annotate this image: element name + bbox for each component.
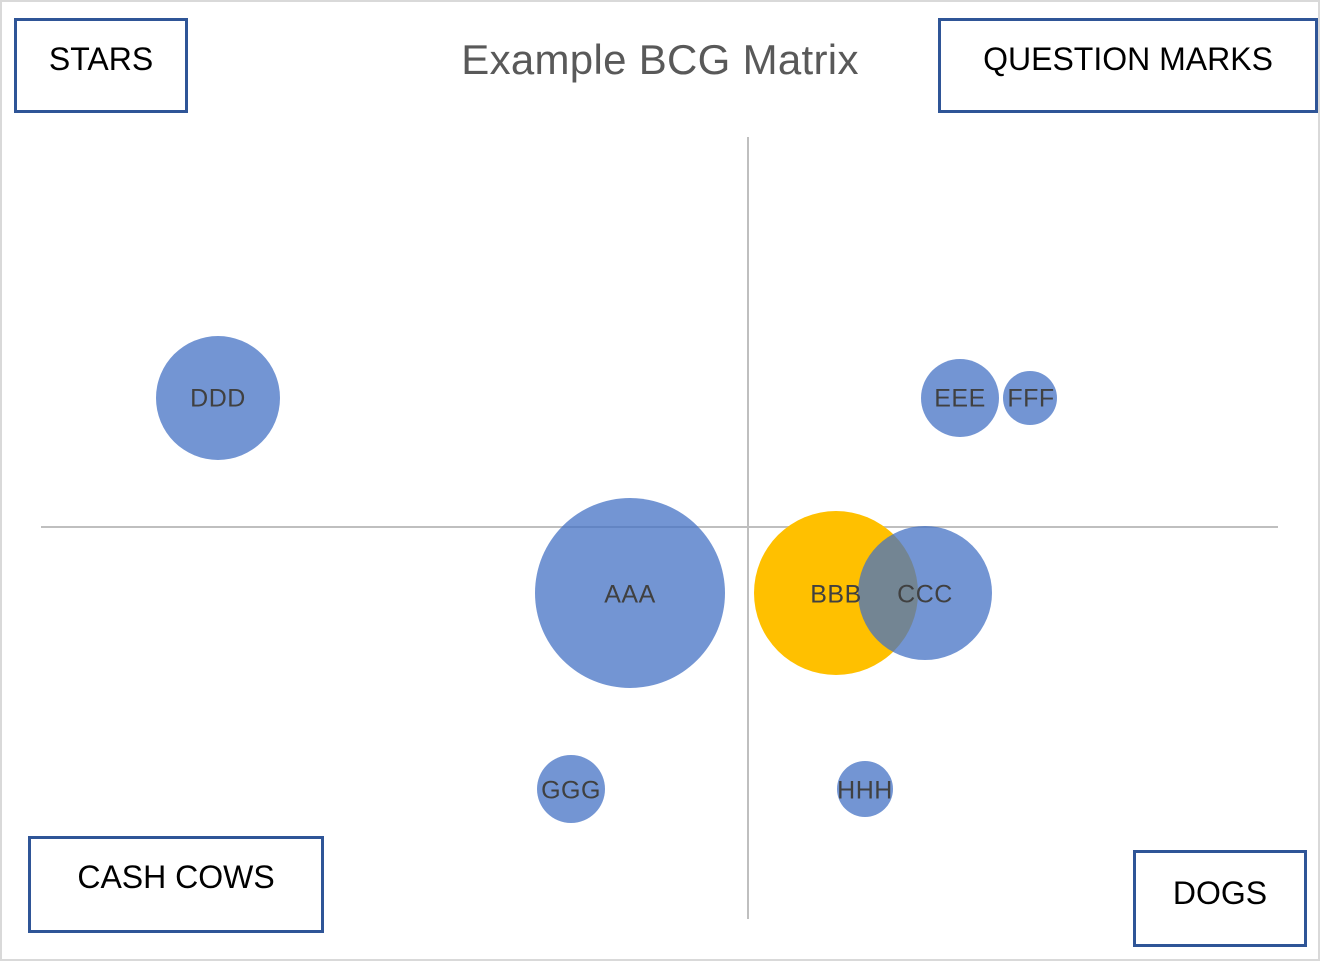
vertical-axis bbox=[747, 137, 749, 919]
bubble-ddd[interactable] bbox=[156, 336, 280, 460]
dogs-text: DOGS bbox=[1172, 875, 1268, 911]
bubble-ggg[interactable] bbox=[537, 755, 605, 823]
cash-cows-text: CASH COWS bbox=[77, 859, 275, 895]
bubble-fff[interactable] bbox=[1003, 371, 1057, 425]
quadrant-label-stars: STARS bbox=[14, 18, 188, 113]
chart-title: Example BCG Matrix bbox=[461, 36, 859, 83]
bubble-eee[interactable] bbox=[921, 359, 999, 437]
quadrant-label-question-marks: QUESTION MARKS bbox=[938, 18, 1318, 113]
bubble-hhh[interactable] bbox=[837, 761, 893, 817]
quadrant-label-cash-cows: CASH COWS bbox=[28, 836, 324, 933]
quadrant-label-dogs: DOGS bbox=[1133, 850, 1307, 947]
bubble-aaa[interactable] bbox=[535, 498, 725, 688]
bubble-ccc[interactable] bbox=[858, 526, 992, 660]
question-marks-text: QUESTION MARKS bbox=[983, 41, 1273, 77]
stars-text: STARS bbox=[48, 41, 154, 77]
